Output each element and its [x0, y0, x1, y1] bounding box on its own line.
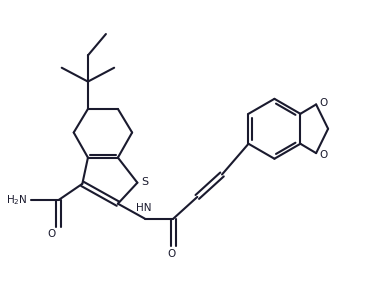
- Text: O: O: [319, 98, 327, 108]
- Text: O: O: [168, 249, 176, 259]
- Text: O: O: [48, 229, 56, 239]
- Text: O: O: [319, 150, 327, 160]
- Text: HN: HN: [136, 203, 152, 213]
- Text: S: S: [141, 177, 148, 187]
- Text: H$_2$N: H$_2$N: [6, 193, 28, 207]
